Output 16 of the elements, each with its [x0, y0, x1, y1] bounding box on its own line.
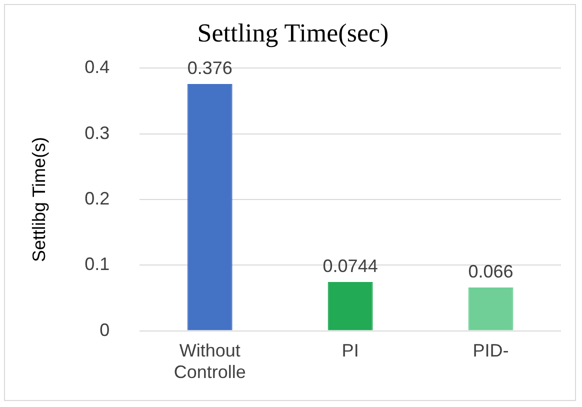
y-tick-label: 0.4: [84, 57, 110, 78]
y-tick-label: 0.2: [84, 188, 110, 208]
bar: [328, 282, 373, 330]
bar: [468, 287, 514, 330]
y-tick-label: 0.1: [84, 254, 110, 274]
chart-title: Settling Time(sec): [197, 18, 389, 48]
x-tick-label: PI: [342, 340, 359, 361]
data-label: 0.376: [187, 58, 232, 78]
bar: [187, 84, 232, 330]
data-label: 0.0744: [322, 256, 378, 276]
y-tick-label: 0.3: [84, 122, 110, 143]
x-tick-label: PID-: [472, 340, 509, 361]
data-label: 0.066: [468, 261, 514, 282]
x-tick-label: Without Controlle: [174, 340, 246, 382]
y-tick-label: 0: [100, 320, 110, 340]
y-axis-title: Settlibg Time(s): [28, 136, 49, 262]
